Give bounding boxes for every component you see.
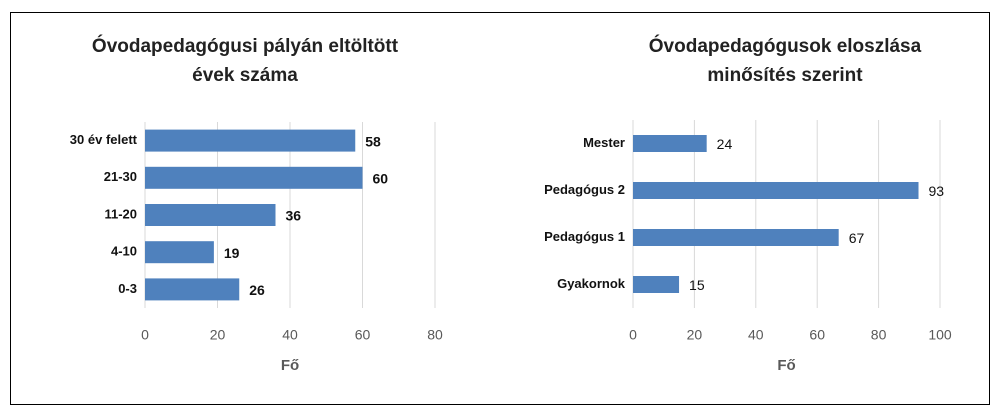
data-label: 15 <box>689 277 705 293</box>
x-tick-label: 80 <box>871 327 887 343</box>
data-label: 26 <box>249 282 265 298</box>
data-label: 67 <box>849 230 865 246</box>
data-label: 60 <box>373 171 389 187</box>
y-tick-label: 11-20 <box>104 206 137 221</box>
x-tick-label: 80 <box>427 327 443 343</box>
x-tick-label: 60 <box>355 327 371 343</box>
chart-title: évek száma <box>192 65 298 86</box>
y-tick-label: 21-30 <box>104 169 137 184</box>
x-tick-label: 0 <box>141 327 149 343</box>
bar <box>145 129 356 152</box>
bar <box>145 166 363 189</box>
x-tick-label: 100 <box>928 327 952 343</box>
frame <box>10 12 990 405</box>
x-axis-label: Fő <box>281 357 299 374</box>
bar <box>145 278 240 301</box>
chart-title: Óvodapedagógusok eloszlása <box>649 35 922 57</box>
x-tick-label: 40 <box>748 327 764 343</box>
chart-title: Óvodapedagógusi pályán eltöltött <box>92 35 399 57</box>
y-tick-label: Pedagógus 2 <box>544 182 625 197</box>
x-tick-label: 60 <box>809 327 825 343</box>
data-label: 93 <box>929 183 945 199</box>
data-label: 24 <box>717 136 733 152</box>
bar <box>633 182 919 199</box>
bar <box>633 276 680 293</box>
x-tick-label: 40 <box>282 327 298 343</box>
x-tick-label: 20 <box>687 327 703 343</box>
x-axis-label: Fő <box>777 357 795 374</box>
chart-title: minősítés szerint <box>707 65 863 86</box>
data-label: 58 <box>365 133 381 149</box>
data-label: 19 <box>224 245 240 261</box>
bar <box>633 135 707 152</box>
y-tick-label: 4-10 <box>111 244 137 259</box>
y-tick-label: Pedagógus 1 <box>544 229 625 244</box>
data-label: 36 <box>286 208 302 224</box>
bar <box>633 229 839 246</box>
x-tick-label: 20 <box>210 327 226 343</box>
bar <box>145 204 276 226</box>
y-tick-label: 30 év felett <box>70 132 138 147</box>
bar <box>145 241 214 264</box>
x-tick-label: 0 <box>629 327 637 343</box>
y-tick-label: 0-3 <box>118 281 137 296</box>
y-tick-label: Mester <box>583 135 625 150</box>
y-tick-label: Gyakornok <box>557 276 626 291</box>
